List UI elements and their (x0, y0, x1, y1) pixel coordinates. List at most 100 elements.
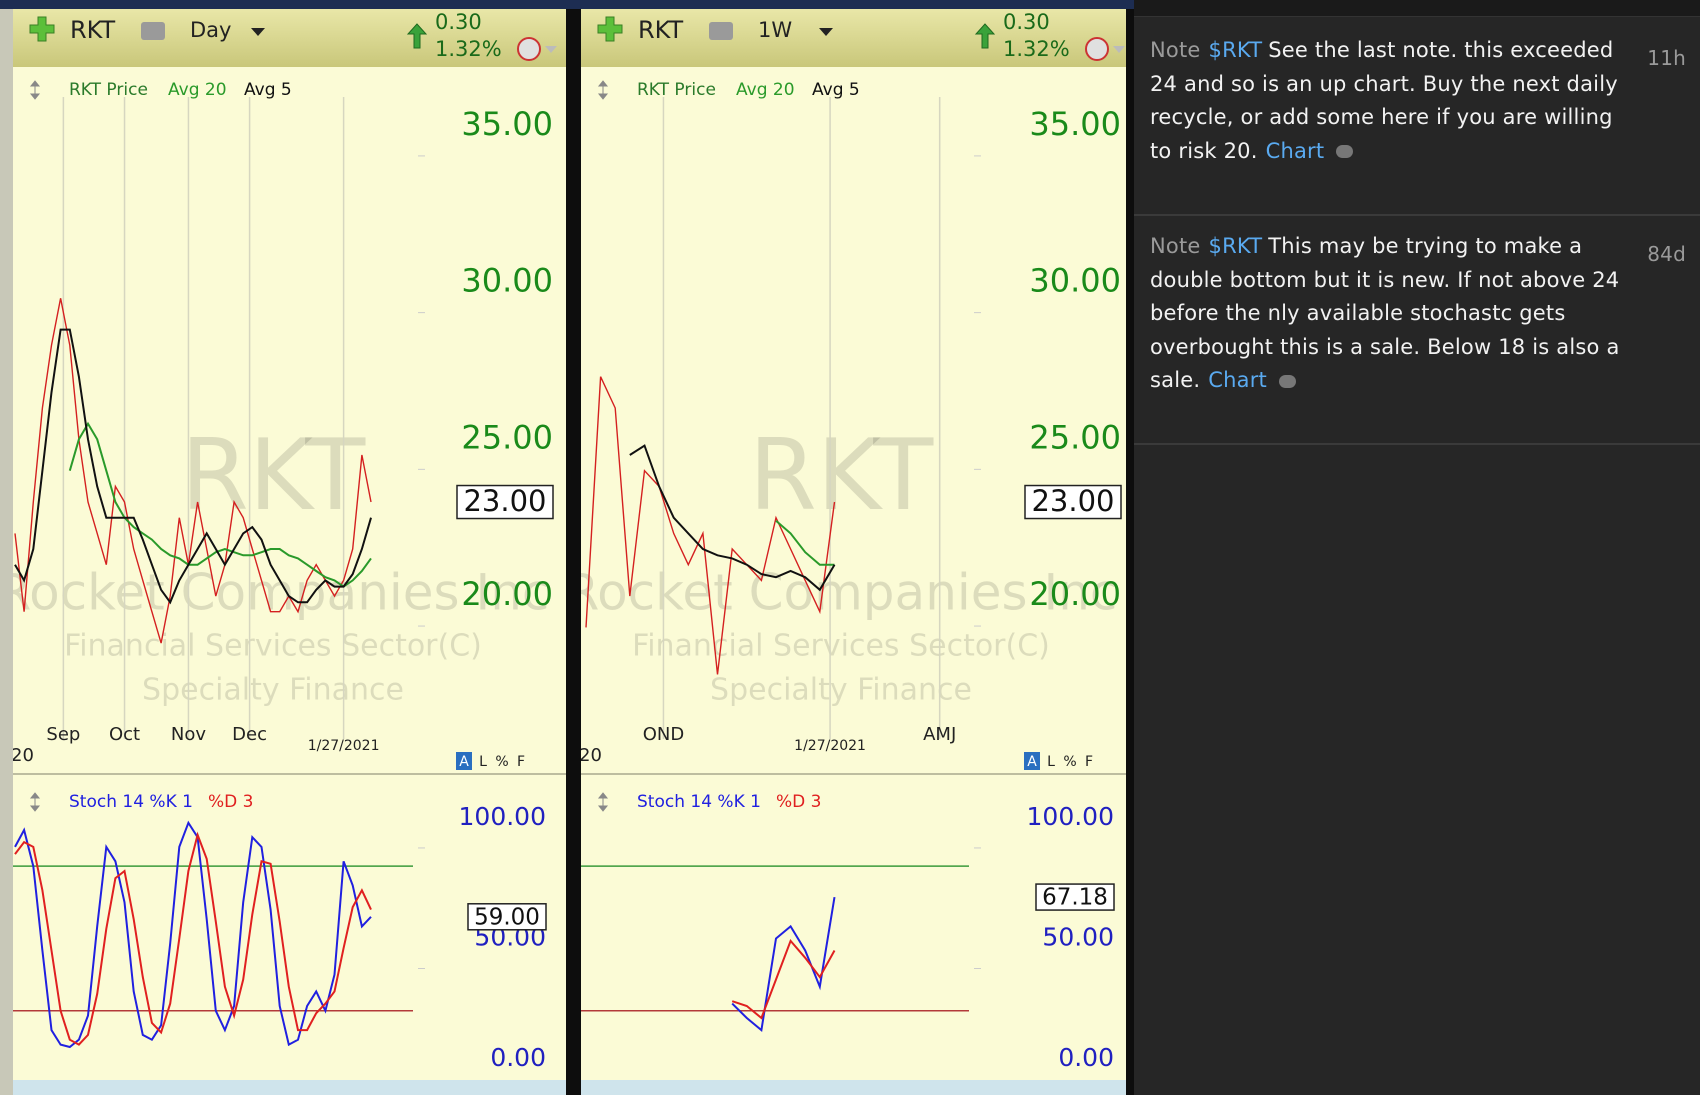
comment-icon[interactable] (1278, 374, 1296, 388)
y-tick-label: 50.00 (1042, 922, 1114, 951)
period[interactable]: 1W (758, 18, 792, 42)
scale-button[interactable]: % (495, 754, 508, 770)
series-line (731, 938, 836, 1020)
globe-icon[interactable] (1085, 37, 1109, 61)
menu-dropdown[interactable] (545, 46, 557, 53)
chart-panel: RKT 1W 0.30 1.32% RKT Rocket Companies Inc Fin… (565, 9, 1126, 1095)
scale-button[interactable]: F (1085, 754, 1093, 770)
scrollbar (13, 1080, 566, 1095)
legend-entry[interactable]: Avg 20 (168, 80, 227, 100)
last-value-box (456, 484, 554, 520)
scale-button-bg (1024, 752, 1040, 770)
change-pct: 1.32% (435, 37, 502, 61)
note[interactable]: Note $RKT See the last note. this exceeded… (1134, 34, 1700, 216)
last-value: 59.00 (474, 904, 540, 930)
note-age: 84d (1647, 242, 1686, 266)
period-dropdown[interactable] (819, 28, 833, 36)
top-strip (0, 0, 1134, 9)
y-tick-label: 25.00 (1029, 418, 1121, 456)
note[interactable]: Note $RKT This may be trying to make a dou… (1134, 230, 1700, 445)
chart-area: RKT Day 0.30 1.32% RKT Rocket Companies Inc Fi… (0, 0, 1134, 1095)
last-value-box (467, 903, 547, 931)
scale-button[interactable]: % (1063, 754, 1076, 770)
comment-icon[interactable] (1336, 145, 1354, 158)
watermark-symbol: RKT (749, 419, 935, 533)
x-tick-label: Oct (109, 724, 140, 745)
add-button[interactable] (29, 16, 55, 42)
y-tick-label: 25.00 (461, 418, 553, 456)
legend-handle (597, 80, 609, 100)
symbol[interactable]: RKT (70, 16, 116, 44)
watermark-industry: Specialty Finance (710, 673, 972, 708)
note-text: See the last note. this exceeded 24 and … (1150, 38, 1618, 163)
scale-button[interactable]: L (479, 754, 487, 770)
x-tick-label: OND (643, 724, 685, 745)
watermark-symbol: RKT (181, 419, 367, 533)
last-value-box (1035, 883, 1115, 911)
watermark-sector: Financial Services Sector(C) (64, 629, 482, 664)
y-tick-label: 100.00 (1027, 802, 1114, 831)
chart-panel: RKT Day 0.30 1.32% RKT Rocket Companies Inc Fi… (0, 9, 566, 1095)
legend-entry[interactable]: RKT Price (69, 80, 148, 100)
left-border (0, 9, 13, 1095)
y-tick-label: 0.00 (490, 1043, 546, 1072)
legend-entry[interactable]: Avg 5 (812, 80, 860, 100)
watermark-industry: Specialty Finance (142, 673, 404, 708)
series-line (775, 520, 835, 566)
series-line (14, 298, 372, 644)
legend-entry[interactable]: Avg 5 (244, 80, 292, 100)
print-icon[interactable] (709, 22, 733, 40)
chart-link[interactable]: Chart (1208, 368, 1267, 392)
legend-entry[interactable]: %D 3 (776, 792, 821, 812)
panel-bg (581, 9, 1126, 1095)
note-symbol[interactable]: $RKT (1208, 234, 1263, 258)
y-tick-label: 35.00 (1029, 105, 1121, 143)
panel-header (13, 9, 566, 67)
x-tick-label: AMJ (923, 724, 956, 745)
y-tick-label: 30.00 (461, 262, 553, 300)
y-tick-label: 20.00 (1029, 575, 1121, 613)
panel-header (581, 9, 1126, 67)
note-text: This may be trying to make a double bott… (1150, 234, 1620, 392)
change-pct: 1.32% (1003, 37, 1070, 61)
scale-button[interactable]: A (1027, 754, 1037, 770)
chart-link[interactable]: Chart (1265, 138, 1325, 163)
change: 0.30 (435, 10, 482, 34)
menu-dropdown[interactable] (1113, 46, 1125, 53)
legend-entry[interactable]: Avg 20 (736, 80, 795, 100)
notes-toolbar (1134, 0, 1700, 17)
series-line (14, 820, 372, 1049)
change: 0.30 (1003, 10, 1050, 34)
period-dropdown[interactable] (251, 28, 265, 36)
print-icon[interactable] (141, 22, 165, 40)
last-value-box (1024, 484, 1122, 520)
scale-button[interactable]: A (459, 754, 469, 770)
y-tick-label: 30.00 (1029, 262, 1121, 300)
watermark-company: Rocket Companies Inc (0, 564, 549, 622)
x-tick-label: Dec (232, 724, 267, 745)
scale-button-bg (456, 752, 472, 770)
globe-icon[interactable] (517, 37, 541, 61)
y-tick-label: 0.00 (1058, 1043, 1114, 1072)
series-line (14, 328, 372, 605)
note-symbol[interactable]: $RKT (1208, 38, 1263, 62)
date-label: 1/27/2021 (308, 738, 380, 754)
legend-entry[interactable]: Stoch 14 %K 1 (69, 792, 193, 812)
y-tick-label: 35.00 (461, 105, 553, 143)
watermark-company: Rocket Companies Inc (565, 564, 1118, 622)
last-value: 67.18 (1042, 885, 1108, 911)
scale-button[interactable]: L (1047, 754, 1055, 770)
notes-panel: Note $RKT See the last note. this exceeded… (1134, 0, 1700, 1095)
legend-entry[interactable]: Stoch 14 %K 1 (637, 792, 761, 812)
symbol[interactable]: RKT (638, 16, 684, 44)
date-label: 1/27/2021 (794, 738, 866, 754)
legend-entry[interactable]: %D 3 (208, 792, 253, 812)
scale-button[interactable]: F (517, 754, 525, 770)
period[interactable]: Day (190, 18, 231, 42)
series-line (14, 831, 372, 1046)
legend-entry[interactable]: RKT Price (637, 80, 716, 100)
add-button[interactable] (597, 16, 623, 42)
series-line (629, 444, 836, 592)
